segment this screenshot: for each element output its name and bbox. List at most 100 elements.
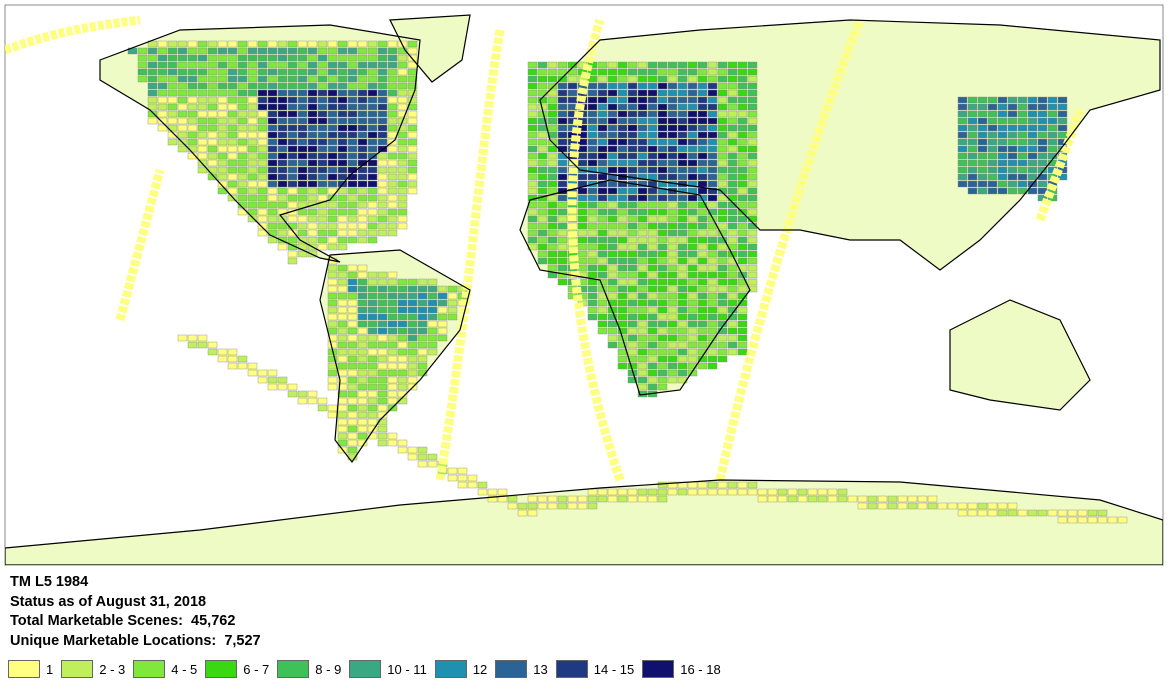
scene-cell bbox=[927, 502, 938, 510]
scene-cell bbox=[607, 131, 618, 139]
scene-cell bbox=[667, 159, 678, 167]
scene-cell bbox=[597, 488, 608, 496]
scene-cell bbox=[527, 166, 538, 174]
scene-cell bbox=[707, 271, 718, 279]
scene-cell bbox=[997, 173, 1008, 181]
scene-cell bbox=[647, 145, 658, 153]
scene-cell bbox=[297, 250, 308, 258]
scene-cell bbox=[257, 124, 268, 132]
scene-cell bbox=[717, 138, 728, 146]
scene-cell bbox=[267, 124, 278, 132]
scene-cell bbox=[587, 306, 598, 314]
scene-cell bbox=[707, 355, 718, 363]
scene-cell bbox=[667, 341, 678, 349]
scene-cell bbox=[607, 292, 618, 300]
scene-cell bbox=[337, 299, 348, 307]
scene-cell bbox=[717, 313, 728, 321]
scene-cell bbox=[207, 138, 218, 146]
scene-cell bbox=[657, 341, 668, 349]
scene-cell bbox=[367, 96, 378, 104]
scene-cell bbox=[387, 355, 398, 363]
scene-cell bbox=[607, 278, 618, 286]
scene-cell bbox=[377, 362, 388, 370]
scene-cell bbox=[367, 348, 378, 356]
scene-cell bbox=[327, 145, 338, 153]
scene-cell bbox=[247, 362, 258, 370]
scene-cell bbox=[597, 180, 608, 188]
scene-cell bbox=[737, 145, 748, 153]
scene-cell bbox=[657, 229, 668, 237]
scene-cell bbox=[327, 47, 338, 55]
scene-cell bbox=[387, 117, 398, 125]
scene-cell bbox=[337, 54, 348, 62]
scene-cell bbox=[407, 306, 418, 314]
scene-cell bbox=[277, 159, 288, 167]
scene-cell bbox=[607, 341, 618, 349]
scene-cell bbox=[347, 383, 358, 391]
scene-cell bbox=[677, 243, 688, 251]
scene-cell bbox=[187, 103, 198, 111]
scene-cell bbox=[137, 68, 148, 76]
scene-cell bbox=[337, 320, 348, 328]
scene-cell bbox=[607, 243, 618, 251]
scene-cell bbox=[1007, 187, 1018, 195]
scene-cell bbox=[197, 334, 208, 342]
scene-cell bbox=[667, 271, 678, 279]
scene-cell bbox=[397, 278, 408, 286]
scene-cell bbox=[427, 278, 438, 286]
scene-cell bbox=[957, 180, 968, 188]
scene-cell bbox=[307, 159, 318, 167]
scene-cell bbox=[977, 124, 988, 132]
scene-cell bbox=[737, 334, 748, 342]
scene-cell bbox=[347, 61, 358, 69]
scene-cell bbox=[377, 425, 388, 433]
scene-cell bbox=[697, 299, 708, 307]
scene-cell bbox=[527, 124, 538, 132]
scene-cell bbox=[377, 152, 388, 160]
scene-cell bbox=[197, 82, 208, 90]
scene-cell bbox=[587, 187, 598, 195]
scene-cell bbox=[357, 397, 368, 405]
scene-cell bbox=[677, 292, 688, 300]
scene-cell bbox=[587, 264, 598, 272]
scene-cell bbox=[337, 117, 348, 125]
scene-cell bbox=[407, 145, 418, 153]
scene-cell bbox=[987, 96, 998, 104]
scene-cell bbox=[957, 117, 968, 125]
scene-cell bbox=[297, 145, 308, 153]
scene-cell bbox=[697, 152, 708, 160]
scene-cell bbox=[237, 355, 248, 363]
scene-cell bbox=[397, 222, 408, 230]
scene-cell bbox=[377, 432, 388, 440]
scene-cell bbox=[727, 299, 738, 307]
scene-cell bbox=[627, 187, 638, 195]
scene-cell bbox=[737, 229, 748, 237]
scene-cell bbox=[297, 187, 308, 195]
scene-cell bbox=[667, 96, 678, 104]
scene-cell bbox=[547, 173, 558, 181]
scene-cell bbox=[327, 383, 338, 391]
scene-cell bbox=[287, 222, 298, 230]
scene-cell bbox=[467, 474, 478, 482]
scene-cell bbox=[257, 166, 268, 174]
scene-cell bbox=[347, 201, 358, 209]
scene-cell bbox=[347, 75, 358, 83]
scene-cell bbox=[607, 194, 618, 202]
scene-cell bbox=[297, 40, 308, 48]
scene-cell bbox=[677, 145, 688, 153]
scene-cell bbox=[637, 495, 648, 503]
scene-cell bbox=[717, 299, 728, 307]
scene-cell bbox=[207, 173, 218, 181]
scene-cell bbox=[377, 173, 388, 181]
scene-cell bbox=[637, 257, 648, 265]
scene-cell bbox=[317, 89, 328, 97]
scene-cell bbox=[727, 61, 738, 69]
scene-cell bbox=[577, 152, 588, 160]
scene-cell bbox=[357, 285, 368, 293]
scene-cell bbox=[417, 285, 428, 293]
scene-cell bbox=[687, 173, 698, 181]
scene-cell bbox=[657, 313, 668, 321]
scene-cell bbox=[337, 383, 348, 391]
scene-cell bbox=[1017, 96, 1028, 104]
scene-cell bbox=[707, 320, 718, 328]
